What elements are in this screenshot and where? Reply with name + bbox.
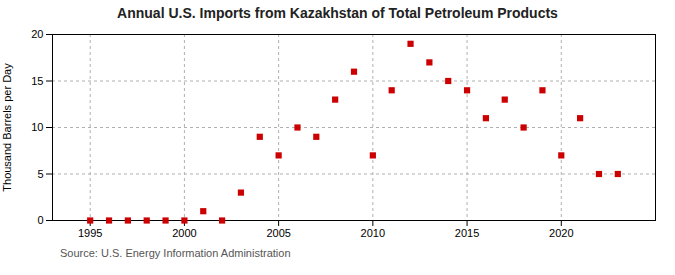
svg-text:1995: 1995 [78,227,102,239]
svg-text:2005: 2005 [266,227,290,239]
html-text:Annual U.S. Imports from Kazak: Annual U.S. Imports from Kazakhstan of T… [117,5,558,21]
svg-text:2020: 2020 [549,227,573,239]
svg-text:2000: 2000 [172,227,196,239]
svg-text:Thousand Barrels per Day: Thousand Barrels per Day [1,63,13,192]
html-text:Source: U.S. Energy Informatio: Source: U.S. Energy Information Administ… [60,247,291,259]
svg-text:0: 0 [37,214,43,226]
svg-text:2010: 2010 [361,227,385,239]
svg-text:5: 5 [37,168,43,180]
svg-text:15: 15 [31,75,43,87]
svg-text:10: 10 [31,121,43,133]
svg-text:20: 20 [31,28,43,40]
svg-text:2015: 2015 [455,227,479,239]
